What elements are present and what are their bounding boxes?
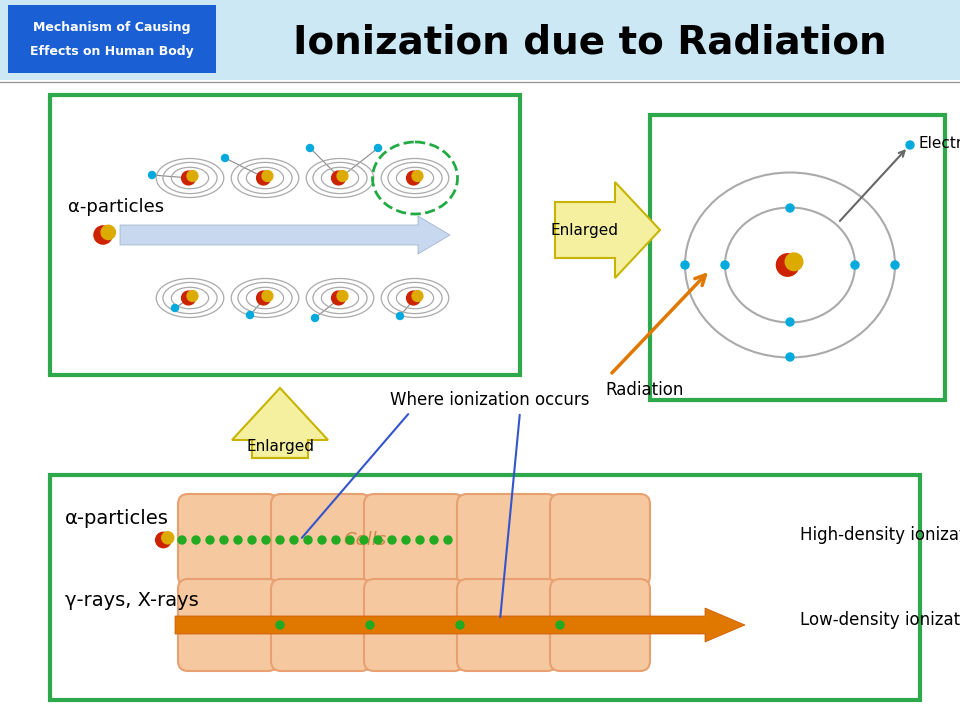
Circle shape <box>402 536 410 544</box>
Text: α-particles: α-particles <box>68 198 164 216</box>
Circle shape <box>430 536 438 544</box>
FancyBboxPatch shape <box>364 494 464 586</box>
Text: Cells: Cells <box>344 531 387 549</box>
FancyBboxPatch shape <box>271 494 371 586</box>
Circle shape <box>181 291 196 305</box>
FancyBboxPatch shape <box>364 579 464 671</box>
Polygon shape <box>555 182 660 278</box>
Circle shape <box>161 532 174 544</box>
Circle shape <box>290 536 298 544</box>
Bar <box>0 0 960 80</box>
Circle shape <box>786 353 794 361</box>
Circle shape <box>94 226 112 244</box>
Circle shape <box>366 621 374 629</box>
Circle shape <box>331 171 346 185</box>
Circle shape <box>374 536 382 544</box>
FancyBboxPatch shape <box>550 494 650 586</box>
Circle shape <box>262 291 273 302</box>
Circle shape <box>192 536 200 544</box>
Circle shape <box>149 171 156 179</box>
Circle shape <box>234 536 242 544</box>
Circle shape <box>360 536 368 544</box>
Text: High-density ionization: High-density ionization <box>800 526 960 544</box>
Text: α-particles: α-particles <box>65 508 169 528</box>
Circle shape <box>156 532 171 548</box>
FancyBboxPatch shape <box>457 494 557 586</box>
Circle shape <box>256 291 271 305</box>
Circle shape <box>206 536 214 544</box>
Text: Electron: Electron <box>918 135 960 150</box>
Circle shape <box>556 621 564 629</box>
Text: Ionization due to Radiation: Ionization due to Radiation <box>293 24 887 62</box>
Circle shape <box>276 536 284 544</box>
Circle shape <box>331 291 346 305</box>
Circle shape <box>906 141 914 149</box>
Circle shape <box>346 536 354 544</box>
Bar <box>50 95 520 375</box>
Circle shape <box>222 155 228 161</box>
Circle shape <box>276 621 284 629</box>
Circle shape <box>456 621 464 629</box>
Circle shape <box>444 536 452 544</box>
Circle shape <box>178 536 186 544</box>
Circle shape <box>374 145 381 151</box>
FancyBboxPatch shape <box>178 579 278 671</box>
Circle shape <box>785 253 803 271</box>
Circle shape <box>220 536 228 544</box>
FancyBboxPatch shape <box>550 579 650 671</box>
Circle shape <box>262 536 270 544</box>
Circle shape <box>407 171 420 185</box>
Circle shape <box>172 305 179 312</box>
FancyArrow shape <box>120 216 450 254</box>
Circle shape <box>311 315 319 322</box>
Text: Where ionization occurs: Where ionization occurs <box>390 391 589 409</box>
Circle shape <box>248 536 256 544</box>
Circle shape <box>337 291 348 302</box>
Circle shape <box>306 145 314 151</box>
Circle shape <box>416 536 424 544</box>
Circle shape <box>396 312 403 320</box>
FancyArrow shape <box>175 608 745 642</box>
Circle shape <box>412 171 423 181</box>
Circle shape <box>332 536 340 544</box>
Text: Radiation: Radiation <box>605 381 684 399</box>
Circle shape <box>247 312 253 318</box>
Bar <box>50 475 920 700</box>
Bar <box>8 5 216 73</box>
Text: γ-rays, X-rays: γ-rays, X-rays <box>65 590 199 610</box>
FancyBboxPatch shape <box>178 494 278 586</box>
Text: Enlarged: Enlarged <box>246 438 314 454</box>
Text: Mechanism of Causing: Mechanism of Causing <box>34 20 191 34</box>
Circle shape <box>786 204 794 212</box>
Circle shape <box>721 261 729 269</box>
Circle shape <box>412 291 423 302</box>
Text: Effects on Human Body: Effects on Human Body <box>30 45 194 58</box>
Polygon shape <box>232 388 328 458</box>
Circle shape <box>777 253 799 276</box>
Circle shape <box>187 171 198 181</box>
Circle shape <box>187 291 198 302</box>
Circle shape <box>681 261 689 269</box>
Circle shape <box>318 536 326 544</box>
Text: Low-density ionization: Low-density ionization <box>800 611 960 629</box>
Circle shape <box>891 261 899 269</box>
FancyBboxPatch shape <box>457 579 557 671</box>
Circle shape <box>388 536 396 544</box>
Circle shape <box>262 171 273 181</box>
Circle shape <box>337 171 348 181</box>
Circle shape <box>181 171 196 185</box>
Bar <box>650 115 945 400</box>
Circle shape <box>407 291 420 305</box>
FancyBboxPatch shape <box>271 579 371 671</box>
Text: Enlarged: Enlarged <box>551 222 619 238</box>
Circle shape <box>304 536 312 544</box>
Circle shape <box>101 225 115 240</box>
Circle shape <box>851 261 859 269</box>
Circle shape <box>256 171 271 185</box>
Circle shape <box>786 318 794 326</box>
